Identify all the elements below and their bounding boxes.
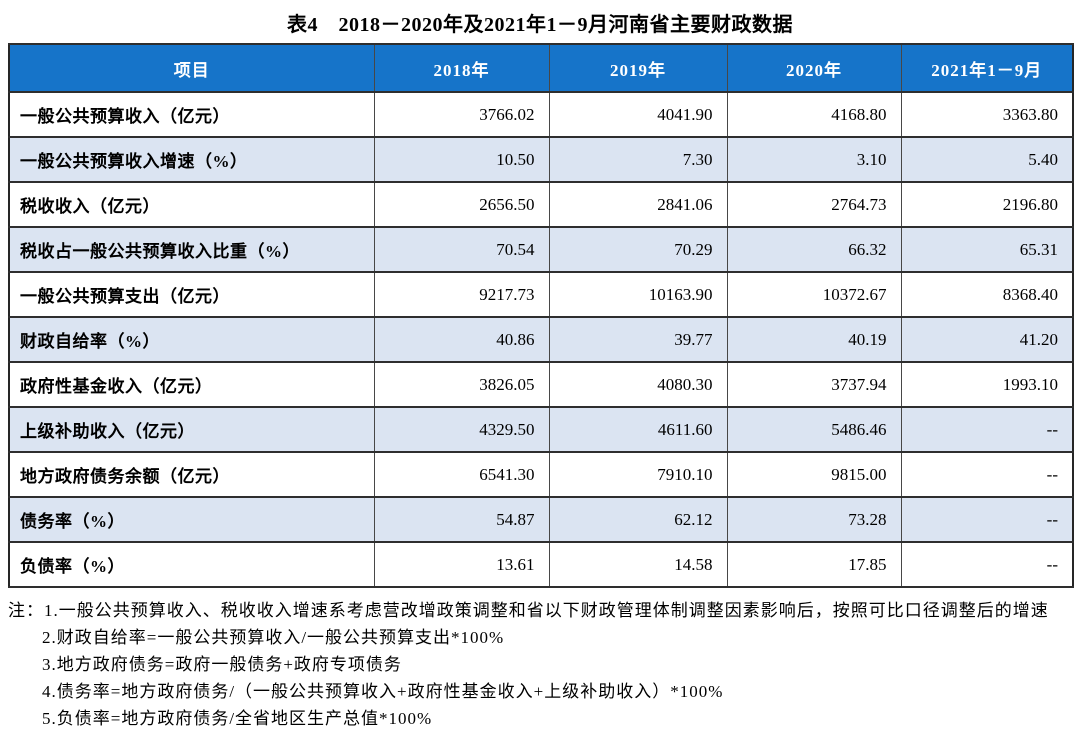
fiscal-data-table: 项目 2018年 2019年 2020年 2021年1－9月 一般公共预算收入（…	[8, 43, 1074, 588]
row-label: 财政自给率（%）	[8, 316, 375, 363]
row-label: 上级补助收入（亿元）	[8, 406, 375, 453]
table-cell: 10.50	[373, 136, 550, 183]
table-cell: --	[900, 406, 1074, 453]
column-header-2020: 2020年	[726, 43, 902, 93]
table-cell: 3766.02	[373, 91, 550, 138]
note-line: 注：1.一般公共预算收入、税收收入增速系考虑营改增政策调整和省以下财政管理体制调…	[8, 601, 1049, 620]
row-label: 税收占一般公共预算收入比重（%）	[8, 226, 375, 273]
table-row: 地方政府债务余额（亿元） 6541.30 7910.10 9815.00 --	[8, 451, 1074, 498]
table-cell: 3737.94	[726, 361, 902, 408]
table-cell: --	[900, 451, 1074, 498]
table-cell: 65.31	[900, 226, 1074, 273]
table-cell: 17.85	[726, 541, 902, 588]
table-row: 财政自给率（%） 40.86 39.77 40.19 41.20	[8, 316, 1074, 363]
table-row: 债务率（%） 54.87 62.12 73.28 --	[8, 496, 1074, 543]
table-cell: 7.30	[548, 136, 728, 183]
column-header-item: 项目	[8, 43, 375, 93]
table-cell: 5486.46	[726, 406, 902, 453]
table-cell: 3.10	[726, 136, 902, 183]
table-cell: 40.19	[726, 316, 902, 363]
table-notes: 注：1.一般公共预算收入、税收收入增速系考虑营改增政策调整和省以下财政管理体制调…	[8, 597, 1072, 732]
table-cell: 66.32	[726, 226, 902, 273]
table-cell: 40.86	[373, 316, 550, 363]
table-cell: --	[900, 541, 1074, 588]
table-cell: 2656.50	[373, 181, 550, 228]
table-cell: 7910.10	[548, 451, 728, 498]
table-cell: 2841.06	[548, 181, 728, 228]
row-label: 税收收入（亿元）	[8, 181, 375, 228]
table-cell: 10372.67	[726, 271, 902, 318]
note-line: 4.债务率=地方政府债务/（一般公共预算收入+政府性基金收入+上级补助收入）*1…	[42, 682, 724, 701]
table-cell: 1993.10	[900, 361, 1074, 408]
row-label: 政府性基金收入（亿元）	[8, 361, 375, 408]
table-cell: 2196.80	[900, 181, 1074, 228]
table-cell: 10163.90	[548, 271, 728, 318]
table-cell: 4611.60	[548, 406, 728, 453]
column-header-2021: 2021年1－9月	[900, 43, 1074, 93]
table-cell: 62.12	[548, 496, 728, 543]
row-label: 一般公共预算收入（亿元）	[8, 91, 375, 138]
table-cell: 70.54	[373, 226, 550, 273]
table-cell: 3826.05	[373, 361, 550, 408]
row-label: 负债率（%）	[8, 541, 375, 588]
table-cell: 3363.80	[900, 91, 1074, 138]
table-cell: 14.58	[548, 541, 728, 588]
header-row: 项目 2018年 2019年 2020年 2021年1－9月	[8, 43, 1074, 93]
row-label: 一般公共预算收入增速（%）	[8, 136, 375, 183]
table-cell: 73.28	[726, 496, 902, 543]
table-cell: 6541.30	[373, 451, 550, 498]
table-row: 一般公共预算收入增速（%） 10.50 7.30 3.10 5.40	[8, 136, 1074, 183]
column-header-2019: 2019年	[548, 43, 728, 93]
table-cell: 9815.00	[726, 451, 902, 498]
table-cell: 4041.90	[548, 91, 728, 138]
table-cell: 13.61	[373, 541, 550, 588]
table-row: 税收占一般公共预算收入比重（%） 70.54 70.29 66.32 65.31	[8, 226, 1074, 273]
table-cell: 39.77	[548, 316, 728, 363]
table-row: 一般公共预算支出（亿元） 9217.73 10163.90 10372.67 8…	[8, 271, 1074, 318]
table-row: 政府性基金收入（亿元） 3826.05 4080.30 3737.94 1993…	[8, 361, 1074, 408]
table-row: 税收收入（亿元） 2656.50 2841.06 2764.73 2196.80	[8, 181, 1074, 228]
row-label: 债务率（%）	[8, 496, 375, 543]
table-cell: --	[900, 496, 1074, 543]
table-cell: 70.29	[548, 226, 728, 273]
row-label: 地方政府债务余额（亿元）	[8, 451, 375, 498]
column-header-2018: 2018年	[373, 43, 550, 93]
table-cell: 2764.73	[726, 181, 902, 228]
table-row: 一般公共预算收入（亿元） 3766.02 4041.90 4168.80 336…	[8, 91, 1074, 138]
row-label: 一般公共预算支出（亿元）	[8, 271, 375, 318]
table-title: 表4 2018－2020年及2021年1－9月河南省主要财政数据	[287, 14, 793, 36]
table-cell: 9217.73	[373, 271, 550, 318]
note-line: 5.负债率=地方政府债务/全省地区生产总值*100%	[42, 709, 433, 728]
table-cell: 5.40	[900, 136, 1074, 183]
table-cell: 4080.30	[548, 361, 728, 408]
table-cell: 54.87	[373, 496, 550, 543]
table-row: 上级补助收入（亿元） 4329.50 4611.60 5486.46 --	[8, 406, 1074, 453]
table-cell: 4168.80	[726, 91, 902, 138]
note-line: 2.财政自给率=一般公共预算收入/一般公共预算支出*100%	[42, 628, 505, 647]
table-cell: 41.20	[900, 316, 1074, 363]
note-line: 3.地方政府债务=政府一般债务+政府专项债务	[42, 655, 402, 674]
table-cell: 4329.50	[373, 406, 550, 453]
table-cell: 8368.40	[900, 271, 1074, 318]
table-row: 负债率（%） 13.61 14.58 17.85 --	[8, 541, 1074, 588]
